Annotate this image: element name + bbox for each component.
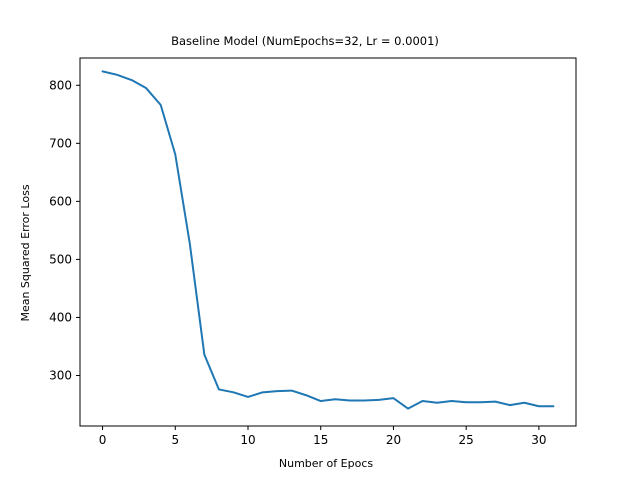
y-tick-label: 500 [49, 252, 72, 266]
y-tick-label: 800 [49, 78, 72, 92]
chart-title: Baseline Model (NumEpochs=32, Lr = 0.000… [171, 34, 439, 48]
x-tick-label: 15 [313, 433, 328, 447]
x-axis-label: Number of Epocs [279, 457, 373, 470]
x-tick-label: 30 [531, 433, 546, 447]
x-tick-label: 5 [171, 433, 179, 447]
x-tick-label: 20 [386, 433, 401, 447]
x-tick-label: 0 [99, 433, 107, 447]
y-tick-label: 700 [49, 136, 72, 150]
x-tick-label: 10 [240, 433, 255, 447]
y-tick-label: 400 [49, 310, 72, 324]
plot-frame [79, 57, 577, 427]
y-axis-label: Mean Squared Error Loss [19, 184, 32, 321]
y-tick-label: 300 [49, 369, 72, 383]
x-tick-label: 25 [459, 433, 474, 447]
series-line-0 [101, 70, 555, 410]
y-tick-label: 600 [49, 194, 72, 208]
plot-layer: 0 5 10 15 20 25 30 300 400 500 600 700 800 [49, 57, 577, 447]
